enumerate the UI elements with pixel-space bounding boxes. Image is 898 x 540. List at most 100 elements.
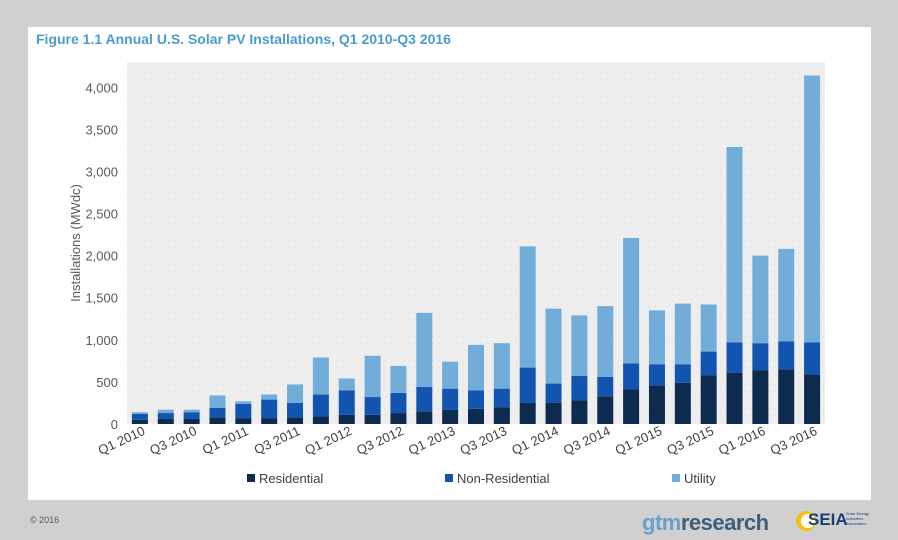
bar-residential: [597, 396, 614, 424]
bar-utility: [493, 343, 510, 389]
legend-label: Utility: [684, 471, 716, 486]
bar-utility: [416, 312, 433, 387]
bar-utility: [597, 306, 614, 377]
bar-non-residential: [209, 408, 226, 418]
x-tick-label: Q3 2011: [252, 423, 303, 457]
bar-utility: [468, 344, 484, 391]
bar-utility: [338, 378, 355, 391]
bar-utility: [235, 401, 252, 404]
bar-utility: [778, 248, 795, 342]
bar-residential: [209, 417, 226, 424]
bar-utility: [442, 361, 459, 389]
x-tick-label: Q3 2014: [561, 423, 613, 458]
bar-utility: [700, 304, 717, 352]
bar-utility: [674, 303, 691, 365]
bar-utility: [390, 365, 407, 393]
bar-residential: [804, 374, 821, 424]
bar-residential: [442, 409, 459, 424]
gtm-logo-part-a: gtm: [642, 510, 681, 535]
bar-residential: [416, 411, 433, 424]
y-axis-label: Installations (MWdc): [68, 184, 83, 302]
bar-non-residential: [493, 388, 510, 408]
bar-non-residential: [312, 394, 329, 417]
bar-non-residential: [287, 402, 304, 418]
bar-residential: [468, 408, 484, 424]
bar-utility: [752, 255, 769, 344]
bar-residential: [545, 402, 562, 424]
bar-utility: [804, 75, 821, 343]
bar-residential: [312, 416, 329, 424]
y-tick-label: 2,500: [85, 207, 118, 222]
y-tick-label: 1,500: [85, 291, 118, 306]
bar-utility: [261, 394, 278, 400]
bar-utility: [364, 355, 381, 398]
gtm-logo-part-b: research: [680, 510, 769, 535]
bar-residential: [778, 369, 795, 424]
x-tick-label: Q1 2014: [509, 423, 561, 458]
y-tick-label: 4,000: [85, 80, 118, 95]
bar-residential: [157, 418, 174, 424]
bar-non-residential: [804, 342, 821, 375]
bar-residential: [390, 413, 407, 424]
x-tick-label: Q1 2016: [716, 423, 768, 458]
bar-non-residential: [648, 364, 665, 386]
bar-residential: [287, 417, 304, 424]
bar-non-residential: [131, 413, 148, 420]
bar-non-residential: [726, 342, 743, 373]
bar-residential: [338, 414, 355, 424]
figure-title: Figure 1.1 Annual U.S. Solar PV Installa…: [36, 31, 451, 47]
bar-residential: [261, 418, 278, 424]
bar-utility: [157, 409, 174, 414]
bar-non-residential: [700, 351, 717, 376]
bar-non-residential: [183, 412, 200, 419]
bar-residential: [493, 407, 510, 424]
x-tick-label: Q1 2011: [200, 423, 251, 457]
x-tick-label: Q1 2012: [302, 423, 354, 458]
x-axis: Q1 2010 Q3 2010 Q1 2011 Q3 2011 Q1 2012 Q3 20…: [96, 423, 820, 458]
bar-utility: [648, 310, 665, 365]
bar-residential: [700, 375, 717, 424]
bar-utility: [571, 315, 588, 377]
bar-non-residential: [519, 367, 536, 403]
bar-residential: [235, 418, 252, 424]
bar-non-residential: [623, 363, 640, 390]
bar-residential: [623, 389, 640, 424]
legend-swatch: [445, 474, 453, 482]
bar-non-residential: [468, 390, 484, 409]
x-tick-label: Q1 2015: [613, 423, 665, 458]
x-tick-label: Q3 2016: [768, 423, 820, 458]
y-tick-label: 3,500: [85, 122, 118, 137]
bar-non-residential: [571, 376, 588, 401]
bar-non-residential: [261, 399, 278, 419]
bar-residential: [183, 418, 200, 424]
bar-non-residential: [442, 388, 459, 410]
bar-utility: [183, 409, 200, 413]
bar-utility: [131, 412, 148, 414]
bar-non-residential: [390, 392, 407, 414]
bar-non-residential: [157, 413, 174, 419]
y-tick-label: 1,000: [85, 333, 118, 348]
bar-non-residential: [235, 403, 252, 419]
bar-residential: [131, 419, 148, 424]
bars: [131, 75, 821, 424]
bar-utility: [623, 237, 640, 364]
legend-label: Residential: [259, 471, 323, 486]
legend-swatch: [247, 474, 255, 482]
y-tick-label: 3,000: [85, 164, 118, 179]
bar-residential: [648, 385, 665, 424]
x-tick-label: Q3 2012: [354, 423, 406, 458]
bar-residential: [364, 414, 381, 424]
y-tick-label: 500: [96, 375, 118, 390]
bar-non-residential: [674, 364, 691, 383]
seia-sun-icon: [796, 511, 816, 531]
y-tick-label: 0: [111, 417, 118, 432]
x-tick-label: Q3 2013: [458, 423, 510, 458]
y-tick-label: 2,000: [85, 249, 118, 264]
bar-utility: [545, 308, 562, 384]
x-tick-label: Q3 2010: [147, 423, 199, 458]
legend-swatch: [672, 474, 680, 482]
bar-utility: [209, 395, 226, 409]
x-tick-label: Q1 2013: [406, 423, 458, 458]
gtm-research-logo: gtmresearch: [642, 510, 769, 536]
